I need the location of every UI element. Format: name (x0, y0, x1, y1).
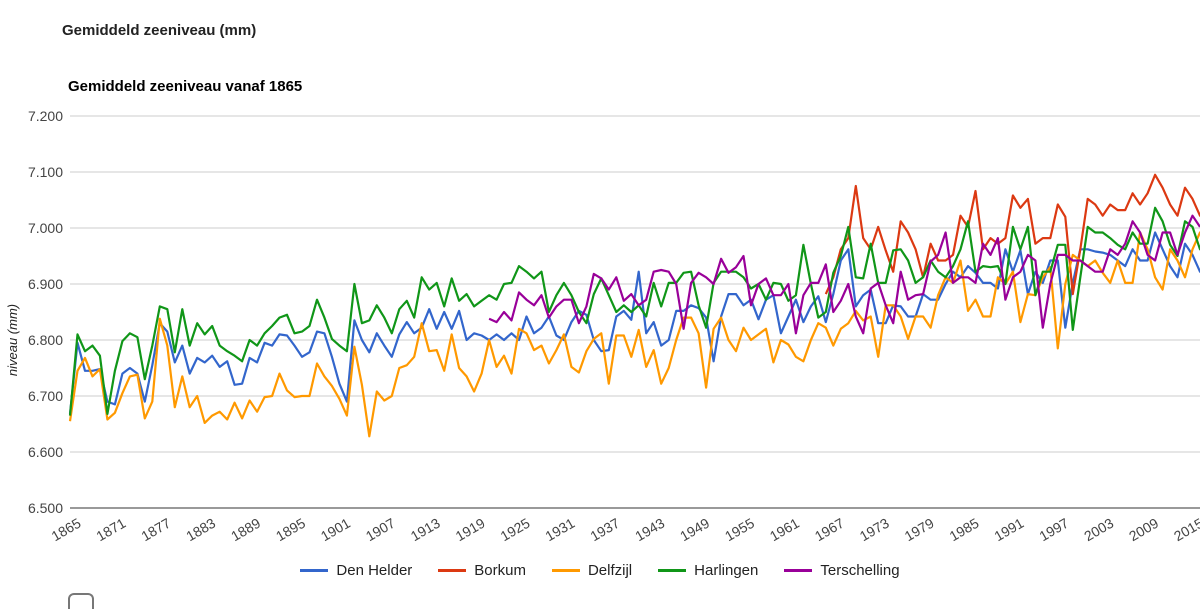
y-tick-label: 6.800 (28, 332, 63, 348)
x-tick-label: 1919 (453, 515, 488, 545)
corner-mark-icon (68, 593, 94, 609)
x-tick-label: 1871 (93, 515, 128, 545)
legend-item-harlingen[interactable]: Harlingen (658, 562, 758, 579)
legend-swatch (438, 569, 467, 572)
legend-label: Borkum (474, 562, 526, 579)
x-tick-label: 1907 (363, 515, 398, 545)
legend-label: Harlingen (694, 562, 759, 579)
x-tick-label: 1997 (1036, 515, 1071, 545)
x-tick-label: 1991 (991, 515, 1026, 545)
legend-swatch (784, 569, 813, 572)
y-tick-label: 6.700 (28, 388, 63, 404)
legend-label: Den Helder (336, 562, 413, 579)
x-tick-label: 1865 (49, 515, 84, 545)
x-tick-label: 1925 (498, 515, 533, 545)
legend-item-terschelling[interactable]: Terschelling (784, 562, 900, 579)
y-tick-label: 6.600 (28, 444, 63, 460)
x-tick-label: 1985 (947, 515, 982, 545)
y-tick-label: 6.900 (28, 276, 63, 292)
x-tick-label: 1937 (587, 515, 622, 545)
y-tick-label: 7.200 (28, 108, 63, 124)
legend-label: Terschelling (820, 562, 900, 579)
series-line-terschelling (488, 214, 1200, 335)
chart-title: Gemiddeld zeeniveau vanaf 1865 (68, 78, 303, 95)
grid-lines (70, 115, 1200, 509)
x-tick-label: 1877 (138, 515, 173, 545)
x-tick-label: 1961 (767, 515, 802, 545)
x-tick-label: 1973 (857, 515, 892, 545)
series-line-harlingen (68, 206, 1200, 416)
y-axis-ticks: 6.500 6.600 6.700 6.800 6.900 7.000 7.100 7.200 (28, 108, 63, 516)
x-tick-label: 1895 (273, 515, 308, 545)
series-lines (68, 173, 1200, 438)
x-tick-label: 1931 (542, 515, 577, 545)
x-tick-label: 1901 (318, 515, 353, 545)
x-tick-label: 1967 (812, 515, 847, 545)
legend-swatch (551, 569, 580, 572)
legend-swatch (300, 569, 329, 572)
legend-label: Delfzijl (587, 562, 633, 579)
y-tick-label: 6.500 (28, 500, 63, 516)
legend-item-den-helder[interactable]: Den Helder (300, 562, 412, 579)
series-line-den-helder (68, 231, 1200, 415)
x-tick-label: 1889 (228, 515, 263, 545)
x-tick-label: 2009 (1126, 515, 1161, 545)
x-tick-label: 2015 (1171, 515, 1200, 545)
x-tick-label: 1949 (677, 515, 712, 545)
legend-item-delfzijl[interactable]: Delfzijl (551, 562, 633, 579)
y-tick-label: 7.100 (28, 164, 63, 180)
x-tick-label: 1955 (722, 515, 757, 545)
x-tick-label: 2003 (1081, 515, 1116, 545)
series-line-borkum (824, 173, 1200, 296)
chart-legend: Den Helder Borkum Delfzijl Harlingen Tersche… (0, 562, 1200, 579)
y-axis-label: niveau (mm) (5, 304, 20, 376)
x-tick-label: 1943 (632, 515, 667, 545)
x-tick-label: 1883 (183, 515, 218, 545)
series-line-delfzijl (68, 231, 1200, 438)
legend-swatch (658, 569, 687, 572)
x-axis-ticks: 1865 1871 1877 1883 1889 1895 1901 1907 1913 1919… (49, 515, 1200, 545)
page-title: Gemiddeld zeeniveau (mm) (62, 22, 257, 39)
y-tick-label: 7.000 (28, 220, 63, 236)
x-tick-label: 1979 (902, 515, 937, 545)
x-tick-label: 1913 (408, 515, 443, 545)
legend-item-borkum[interactable]: Borkum (438, 562, 526, 579)
